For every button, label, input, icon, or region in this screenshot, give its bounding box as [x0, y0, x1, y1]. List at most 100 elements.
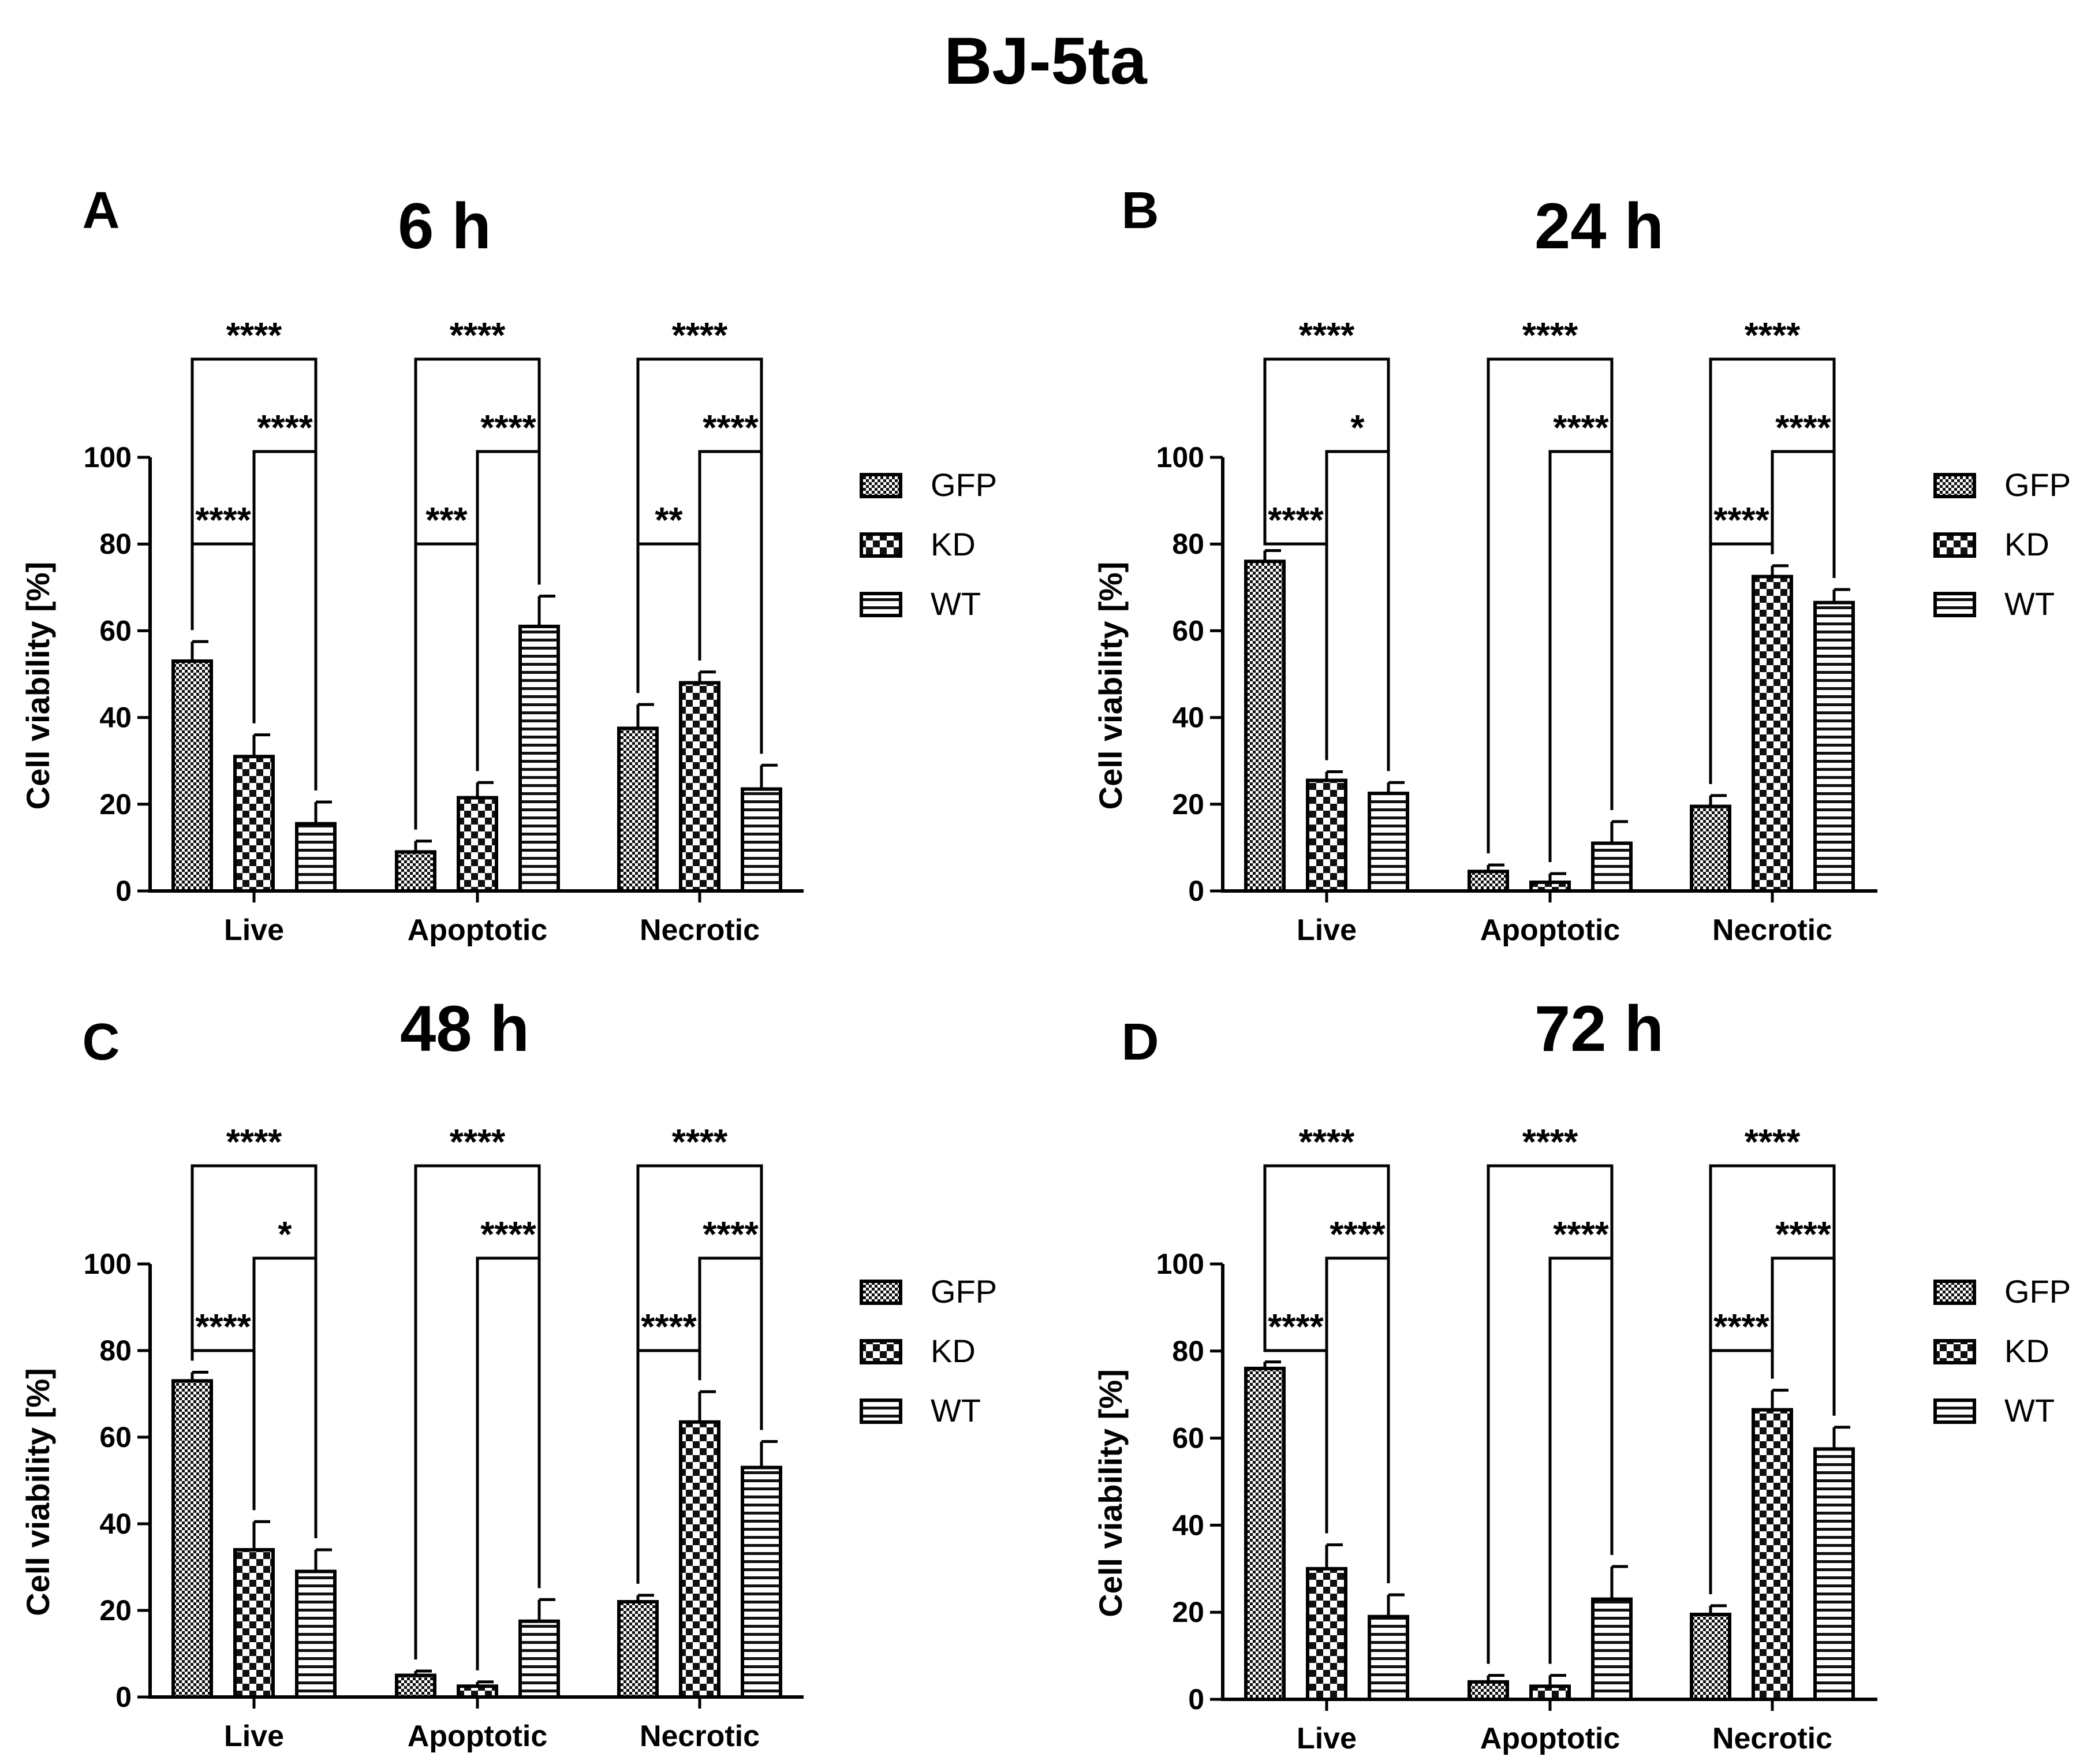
significance-label: *** [425, 501, 468, 540]
bar-wt [1368, 1614, 1409, 1701]
y-tick-label: 20 [99, 788, 132, 821]
y-tick-label: 40 [1172, 702, 1204, 734]
bar-gfp [395, 850, 436, 893]
y-tick-label: 100 [84, 441, 132, 473]
bar-gfp [171, 659, 213, 893]
significance-label: **** [703, 1215, 759, 1255]
significance-bracket [636, 1349, 701, 1584]
bar-gfp [617, 1600, 659, 1699]
significance-bracket [1548, 450, 1614, 862]
chart-title: 48 h [400, 993, 529, 1065]
significance-bracket [1709, 542, 1774, 784]
bar-wt [518, 624, 560, 893]
y-tick-label: 60 [99, 1421, 132, 1453]
panel-letter: B [1122, 182, 1159, 240]
significance-label: **** [1713, 501, 1769, 540]
bar-wt [741, 787, 782, 893]
bar-gfp [171, 1379, 213, 1699]
bar-kd [233, 1548, 275, 1699]
legend-swatch-wt [1933, 592, 1976, 617]
legend-swatch-gfp [860, 473, 902, 498]
panel-C: C 48 h 0 20 40 60 80 100 Cell viability [%] Live A… [20, 993, 997, 1753]
significance-bracket [1771, 1256, 1836, 1416]
significance-bracket [636, 542, 701, 693]
y-tick-label: 40 [99, 702, 132, 734]
significance-bracket [698, 1256, 763, 1430]
panel-letter: D [1122, 1013, 1159, 1071]
significance-label: **** [1775, 1215, 1831, 1255]
x-tick-label: Live [1297, 1722, 1357, 1755]
legend-swatch-kd [860, 1339, 902, 1364]
bar-kd [679, 681, 720, 893]
bar-wt [518, 1619, 560, 1699]
panel-letter: A [83, 182, 120, 240]
legend-swatch-wt [1933, 1398, 1976, 1424]
significance-bracket [1771, 450, 1836, 579]
x-tick-label: Apoptotic [408, 913, 548, 947]
panel-D: D 72 h 0 20 40 60 80 100 Cell viability [%] Live A… [1092, 993, 2071, 1755]
y-tick-label: 60 [1172, 614, 1204, 647]
significance-bracket [476, 450, 541, 771]
y-tick-label: 80 [99, 528, 132, 560]
legend-label-wt: WT [931, 1392, 981, 1429]
significance-bracket [1548, 1256, 1614, 1664]
significance-bracket [1325, 1256, 1390, 1584]
x-tick-label: Apoptotic [1480, 1722, 1620, 1755]
significance-label: **** [1713, 1307, 1769, 1347]
legend-label-gfp: GFP [931, 1273, 997, 1310]
significance-label: **** [1268, 501, 1324, 540]
significance-label: **** [450, 316, 506, 356]
significance-label: **** [195, 501, 251, 540]
chart-title: 72 h [1534, 993, 1664, 1065]
x-tick-label: Necrotic [1712, 913, 1832, 947]
legend-label-kd: KD [2004, 1333, 2049, 1369]
significance-label: **** [1522, 316, 1578, 356]
legend-label-wt: WT [2004, 585, 2055, 622]
panel-letter: C [83, 1013, 120, 1071]
y-tick-label: 100 [1156, 441, 1204, 473]
significance-bracket [191, 542, 256, 723]
bar-wt [1813, 1447, 1855, 1701]
bar-wt [295, 822, 337, 893]
significance-bracket [252, 450, 318, 791]
y-tick-label: 40 [1172, 1509, 1204, 1541]
x-tick-label: Necrotic [640, 913, 760, 947]
legend-swatch-gfp [1933, 1280, 1976, 1305]
significance-label: * [278, 1215, 292, 1255]
bar-wt [1368, 792, 1409, 893]
y-tick-label: 0 [115, 1681, 132, 1713]
legend-swatch-gfp [860, 1280, 902, 1305]
bar-gfp [1468, 870, 1509, 893]
significance-label: **** [257, 408, 313, 448]
bar-kd [1306, 1567, 1347, 1702]
significance-bracket [252, 1256, 318, 1538]
significance-label: **** [1553, 1215, 1609, 1255]
y-tick-label: 60 [99, 614, 132, 647]
y-tick-label: 0 [1188, 875, 1204, 907]
legend-label-kd: KD [931, 1333, 976, 1369]
y-axis-label: Cell viability [%] [1092, 1369, 1129, 1617]
legend-label-gfp: GFP [2004, 1273, 2071, 1310]
y-tick-label: 20 [99, 1594, 132, 1627]
y-tick-label: 100 [1156, 1248, 1204, 1280]
chart-title: 24 h [1534, 190, 1664, 262]
legend-label-kd: KD [931, 526, 976, 562]
chart-title: 6 h [398, 190, 491, 262]
panel-A: A 6 h 0 20 40 60 80 100 Cell viability [%] Live Ap… [20, 182, 997, 947]
legend-label-gfp: GFP [2004, 467, 2071, 503]
significance-label: **** [1330, 1215, 1386, 1255]
legend-swatch-wt [860, 592, 902, 617]
legend-swatch-wt [860, 1398, 902, 1424]
y-tick-label: 80 [1172, 528, 1204, 560]
y-tick-label: 0 [115, 875, 132, 907]
y-tick-label: 60 [1172, 1422, 1204, 1455]
y-tick-label: 100 [84, 1248, 132, 1280]
bar-wt [295, 1569, 337, 1699]
significance-label: **** [480, 1215, 536, 1255]
significance-label: ** [655, 501, 683, 540]
legend-swatch-kd [1933, 1339, 1976, 1364]
significance-label: **** [1299, 316, 1355, 356]
bar-kd [457, 796, 498, 893]
significance-label: * [1350, 408, 1365, 448]
significance-label: **** [1522, 1122, 1578, 1162]
